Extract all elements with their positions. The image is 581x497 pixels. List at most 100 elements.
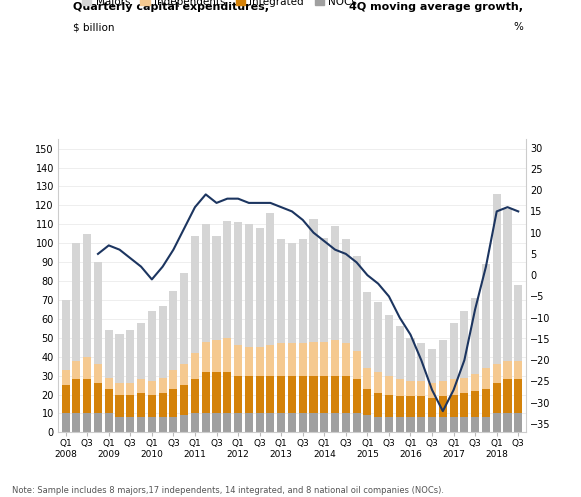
Bar bbox=[256, 414, 264, 432]
Bar bbox=[83, 234, 91, 357]
Bar bbox=[504, 209, 511, 360]
Bar bbox=[514, 360, 522, 379]
Bar bbox=[493, 364, 501, 383]
Bar bbox=[363, 415, 371, 432]
Bar bbox=[428, 383, 436, 398]
Bar bbox=[94, 383, 102, 414]
Bar bbox=[105, 378, 113, 389]
Bar bbox=[471, 374, 479, 391]
Bar bbox=[213, 414, 221, 432]
Bar bbox=[148, 395, 156, 417]
Bar bbox=[460, 311, 468, 378]
Bar bbox=[245, 224, 253, 347]
Bar bbox=[450, 417, 458, 432]
Bar bbox=[148, 417, 156, 432]
Bar bbox=[159, 393, 167, 417]
Bar bbox=[234, 345, 242, 376]
Bar bbox=[342, 240, 350, 343]
Bar bbox=[202, 372, 210, 414]
Bar bbox=[288, 343, 296, 376]
Bar bbox=[504, 379, 511, 414]
Bar bbox=[73, 360, 80, 379]
Bar bbox=[460, 378, 468, 393]
Bar bbox=[363, 368, 371, 389]
Bar bbox=[288, 414, 296, 432]
Bar bbox=[493, 194, 501, 364]
Bar bbox=[116, 383, 124, 395]
Bar bbox=[62, 385, 70, 414]
Bar bbox=[374, 393, 382, 417]
Bar bbox=[493, 383, 501, 414]
Bar bbox=[482, 417, 490, 432]
Bar bbox=[223, 372, 231, 414]
Bar bbox=[450, 323, 458, 379]
Bar bbox=[105, 389, 113, 414]
Bar bbox=[83, 379, 91, 414]
Bar bbox=[62, 300, 70, 370]
Bar bbox=[342, 414, 350, 432]
Bar bbox=[514, 285, 522, 360]
Bar bbox=[385, 376, 393, 395]
Bar bbox=[94, 364, 102, 383]
Bar bbox=[331, 339, 339, 376]
Bar bbox=[62, 414, 70, 432]
Bar bbox=[170, 389, 177, 417]
Bar bbox=[471, 298, 479, 374]
Bar bbox=[159, 378, 167, 393]
Bar bbox=[245, 414, 253, 432]
Bar bbox=[266, 213, 274, 345]
Bar bbox=[504, 360, 511, 379]
Bar bbox=[170, 291, 177, 370]
Bar bbox=[73, 379, 80, 414]
Bar bbox=[331, 376, 339, 414]
Bar bbox=[417, 381, 425, 397]
Bar bbox=[417, 343, 425, 381]
Text: 4Q moving average growth,: 4Q moving average growth, bbox=[349, 2, 523, 12]
Bar bbox=[234, 414, 242, 432]
Bar bbox=[417, 417, 425, 432]
Bar bbox=[234, 376, 242, 414]
Bar bbox=[374, 417, 382, 432]
Bar bbox=[223, 221, 231, 338]
Bar bbox=[310, 414, 318, 432]
Bar bbox=[482, 368, 490, 389]
Bar bbox=[288, 243, 296, 343]
Bar bbox=[471, 417, 479, 432]
Bar bbox=[245, 376, 253, 414]
Bar bbox=[180, 385, 188, 415]
Bar bbox=[353, 256, 361, 351]
Bar bbox=[170, 370, 177, 389]
Bar bbox=[94, 414, 102, 432]
Bar bbox=[256, 228, 264, 347]
Bar bbox=[396, 397, 404, 417]
Text: Note: Sample includes 8 majors,17 independents, 14 integrated, and 8 national oi: Note: Sample includes 8 majors,17 indepe… bbox=[12, 486, 444, 495]
Bar bbox=[460, 417, 468, 432]
Bar bbox=[407, 338, 414, 381]
Bar bbox=[73, 243, 80, 360]
Text: $ billion: $ billion bbox=[73, 22, 114, 32]
Bar bbox=[428, 398, 436, 417]
Bar bbox=[159, 417, 167, 432]
Bar bbox=[202, 224, 210, 341]
Bar bbox=[245, 347, 253, 376]
Bar bbox=[450, 395, 458, 417]
Bar bbox=[374, 302, 382, 372]
Bar bbox=[277, 240, 285, 343]
Bar bbox=[191, 236, 199, 353]
Bar bbox=[223, 414, 231, 432]
Bar bbox=[83, 357, 91, 379]
Bar bbox=[126, 395, 134, 417]
Bar bbox=[180, 364, 188, 385]
Bar bbox=[396, 417, 404, 432]
Bar bbox=[439, 417, 447, 432]
Bar bbox=[137, 393, 145, 417]
Bar bbox=[159, 306, 167, 378]
Bar bbox=[363, 292, 371, 368]
Bar bbox=[482, 264, 490, 368]
Bar bbox=[105, 330, 113, 378]
Text: Quarterly capital expenditures,: Quarterly capital expenditures, bbox=[73, 2, 268, 12]
Bar bbox=[191, 379, 199, 414]
Bar bbox=[105, 414, 113, 432]
Bar bbox=[202, 414, 210, 432]
Bar bbox=[450, 379, 458, 395]
